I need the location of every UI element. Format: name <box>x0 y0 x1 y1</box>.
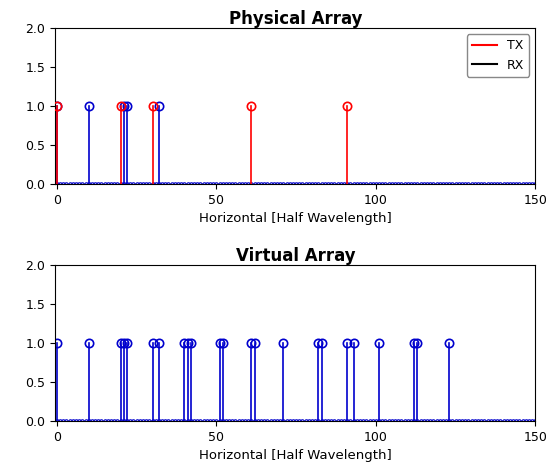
X-axis label: Horizontal [Half Wavelength]: Horizontal [Half Wavelength] <box>199 212 392 226</box>
X-axis label: Horizontal [Half Wavelength]: Horizontal [Half Wavelength] <box>199 449 392 462</box>
Legend: TX, RX: TX, RX <box>467 34 529 77</box>
Title: Physical Array: Physical Array <box>229 10 362 28</box>
Title: Virtual Array: Virtual Array <box>236 247 355 265</box>
